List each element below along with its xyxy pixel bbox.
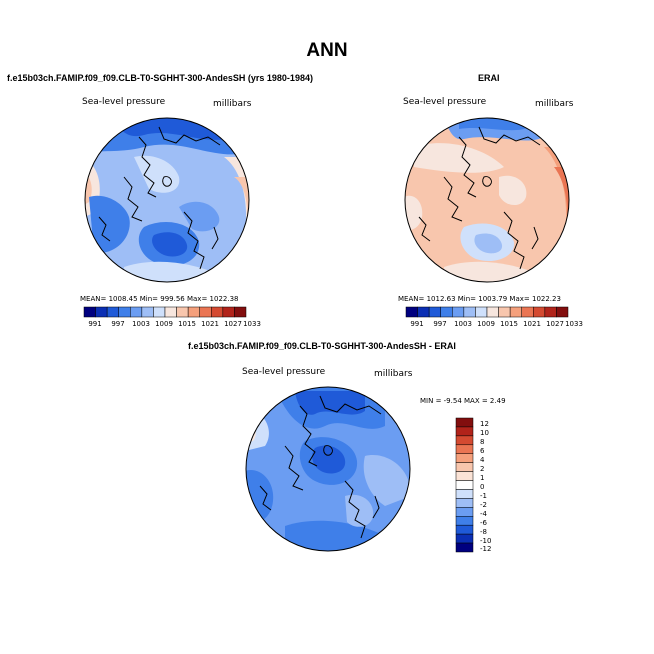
obs-panel-title: ERAI [478, 73, 500, 83]
diff-polar-map [245, 386, 411, 552]
colorbar-tick-label: 1033 [565, 320, 583, 328]
colorbar-tick-label: 1033 [243, 320, 261, 328]
diff-panel-title: f.e15b03ch.FAMIP.f09_f09.CLB-T0-SGHHT-30… [188, 341, 456, 351]
obs-stats: MEAN= 1012.63 Min= 1003.79 Max= 1022.23 [398, 295, 561, 303]
colorbar-swatch [428, 306, 441, 318]
colorbar-swatch [509, 306, 522, 318]
colorbar-tick-label: 4 [480, 456, 485, 464]
colorbar-swatch [455, 480, 474, 490]
obs-polar-map [404, 117, 570, 283]
colorbar-tick-label: 1009 [155, 320, 173, 328]
colorbar-tick-label: -6 [480, 519, 487, 527]
model-units-label: millibars [213, 99, 252, 109]
colorbar-swatch [176, 306, 189, 318]
colorbar-swatch [199, 306, 212, 318]
colorbar-swatch [463, 306, 476, 318]
colorbar-swatch [95, 306, 108, 318]
colorbar-swatch [455, 462, 474, 472]
colorbar-swatch [405, 306, 418, 318]
obs-colorbar-labels: 991 997 1003 1009 1015 1021 1027 1033 [406, 320, 583, 330]
colorbar-swatch [455, 542, 474, 553]
colorbar-swatch [455, 471, 474, 481]
colorbar-tick-label: 2 [480, 465, 485, 473]
colorbar-tick-label: 1003 [454, 320, 472, 328]
colorbar-swatch [164, 306, 177, 318]
obs-variable-label: Sea-level pressure [403, 97, 487, 107]
colorbar-tick-label: 0 [480, 483, 485, 491]
colorbar-swatch [475, 306, 488, 318]
colorbar-tick-label: 997 [111, 320, 125, 328]
colorbar-swatch [455, 516, 474, 526]
colorbar-swatch [211, 306, 224, 318]
model-panel-title: f.e15b03ch.FAMIP.f09_f09.CLB-T0-SGHHT-30… [7, 73, 313, 83]
colorbar-tick-label: 12 [480, 420, 489, 428]
colorbar-swatch [83, 306, 96, 318]
diff-colorbar [455, 417, 474, 553]
model-variable-label: Sea-level pressure [82, 97, 166, 107]
colorbar-tick-label: -1 [480, 492, 487, 500]
colorbar-swatch [498, 306, 511, 318]
colorbar-tick-label: 10 [480, 429, 489, 437]
diff-colorbar-labels: 12 10 8 6 4 2 1 0 -1 -2 -4 -6 -8 -10 -12 [480, 418, 510, 553]
colorbar-swatch [455, 426, 474, 437]
diff-stats: MIN = -9.54 MAX = 2.49 [420, 397, 506, 405]
colorbar-tick-label: 1003 [132, 320, 150, 328]
colorbar-tick-label: 1015 [500, 320, 518, 328]
colorbar-swatch [222, 306, 235, 318]
colorbar-tick-label: 1021 [201, 320, 219, 328]
obs-colorbar [405, 306, 569, 318]
colorbar-tick-label: -10 [480, 537, 492, 545]
colorbar-tick-label: 1027 [546, 320, 564, 328]
colorbar-tick-label: 1027 [224, 320, 242, 328]
colorbar-tick-label: 1 [480, 474, 485, 482]
colorbar-swatch [455, 507, 474, 517]
colorbar-swatch [455, 435, 474, 446]
colorbar-tick-label: -2 [480, 501, 487, 509]
colorbar-swatch [455, 417, 474, 428]
colorbar-swatch [455, 489, 474, 499]
colorbar-swatch [486, 306, 499, 318]
colorbar-tick-label: -8 [480, 528, 487, 536]
colorbar-tick-label: 991 [410, 320, 424, 328]
page-title: ANN [306, 40, 348, 61]
colorbar-tick-label: 6 [480, 447, 485, 455]
colorbar-swatch [187, 306, 200, 318]
model-colorbar-labels: 991 997 1003 1009 1015 1021 1027 1033 [84, 320, 261, 330]
colorbar-swatch [455, 498, 474, 508]
colorbar-swatch [455, 533, 474, 544]
colorbar-swatch [417, 306, 430, 318]
colorbar-swatch [544, 306, 557, 318]
colorbar-tick-label: 8 [480, 438, 485, 446]
colorbar-swatch [118, 306, 131, 318]
colorbar-swatch [556, 306, 569, 318]
colorbar-swatch [521, 306, 534, 318]
colorbar-tick-label: -4 [480, 510, 487, 518]
colorbar-swatch [106, 306, 119, 318]
colorbar-tick-label: 1021 [523, 320, 541, 328]
diff-units-label: millibars [374, 369, 413, 379]
colorbar-swatch [452, 306, 465, 318]
colorbar-swatch [153, 306, 166, 318]
model-colorbar [83, 306, 247, 318]
model-stats: MEAN= 1008.45 Min= 999.56 Max= 1022.38 [80, 295, 239, 303]
colorbar-tick-label: 1015 [178, 320, 196, 328]
model-polar-map [84, 117, 250, 283]
colorbar-swatch [141, 306, 154, 318]
colorbar-swatch [455, 444, 474, 454]
colorbar-swatch [455, 453, 474, 463]
colorbar-tick-label: 997 [433, 320, 447, 328]
colorbar-swatch [440, 306, 453, 318]
colorbar-tick-label: 991 [88, 320, 102, 328]
colorbar-swatch [234, 306, 247, 318]
colorbar-tick-label: 1009 [477, 320, 495, 328]
obs-units-label: millibars [535, 99, 574, 109]
colorbar-swatch [455, 524, 474, 535]
colorbar-swatch [533, 306, 546, 318]
colorbar-tick-label: -12 [480, 545, 492, 553]
colorbar-swatch [130, 306, 143, 318]
diff-variable-label: Sea-level pressure [242, 367, 326, 377]
